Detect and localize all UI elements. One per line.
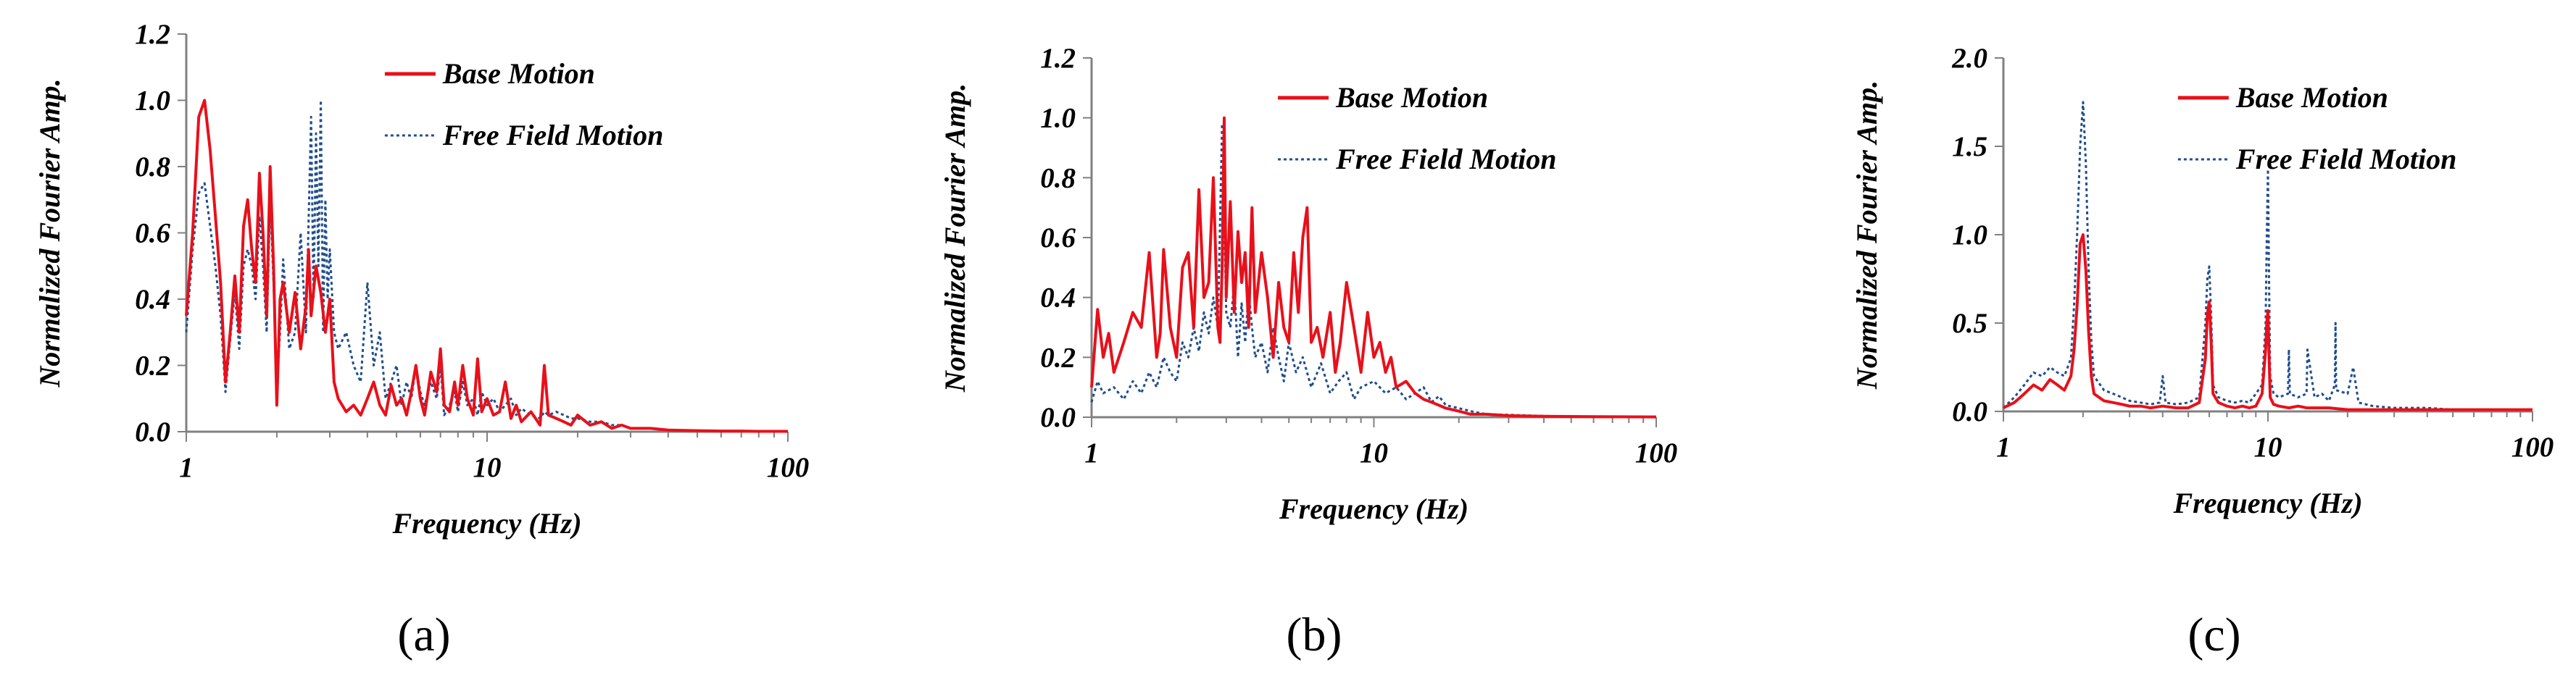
legend-label-base-motion: Base Motion: [2235, 81, 2388, 114]
legend-label-base-motion: Base Motion: [442, 57, 595, 90]
y-axis-title: Normalized Fourier Amp.: [939, 83, 971, 393]
y-tick-label: 2.0: [1951, 43, 1987, 74]
y-tick-label: 1.0: [1040, 103, 1076, 134]
series-line-free-field-motion: [1090, 122, 1657, 419]
chart-panel-b: 0.0 0.2 0.4 0.6 0.8 1.0 1.2 1 10 100 Frequency (Hz…: [939, 43, 1677, 661]
series-line-base-motion: [185, 99, 788, 433]
legend-label-base-motion: Base Motion: [1335, 81, 1488, 114]
x-axis-title: Frequency (Hz): [2172, 487, 2362, 519]
y-tick-label: 0.2: [135, 351, 170, 382]
x-tick-label: 10: [1360, 437, 1388, 469]
x-tick-label: 100: [2511, 432, 2554, 463]
y-tick-label: 1.0: [1952, 219, 1987, 251]
x-tick-label: 1: [1084, 437, 1099, 469]
panel-label: (b): [1287, 608, 1342, 661]
y-tick-label: 1.0: [135, 85, 170, 117]
y-tick-label: 0.2: [1040, 342, 1076, 373]
y-tick-label: 0.6: [1040, 222, 1076, 254]
x-tick-label: 10: [473, 452, 502, 483]
series-line-free-field-motion: [185, 99, 788, 432]
panel-label: (a): [397, 608, 450, 661]
y-tick-label: 0.0: [1040, 402, 1076, 433]
y-tick-label: 1.2: [135, 19, 170, 50]
y-tick-label: 0.4: [1040, 282, 1076, 314]
chart-panel-a: 0.0 0.2 0.4 0.6 0.8 1.0 1.2 1 10 100 Frequency (Hz…: [33, 19, 809, 661]
series-line-base-motion: [2003, 233, 2533, 411]
x-tick-label: 1: [179, 452, 194, 483]
legend-label-free-field-motion: Free Field Motion: [2235, 143, 2456, 175]
x-tick-label: 100: [1635, 437, 1678, 469]
y-tick-label: 1.5: [1952, 131, 1987, 162]
legend-label-free-field-motion: Free Field Motion: [1335, 143, 1556, 175]
legend-label-free-field-motion: Free Field Motion: [442, 119, 663, 151]
chart-panel-c: 0.0 0.5 1.0 1.5 2.0 1 10 100 Frequency (Hz) Norma…: [1850, 43, 2554, 661]
y-tick-label: 0.8: [1040, 162, 1076, 193]
panel-label: (c): [2187, 608, 2240, 661]
y-axis-title: Normalized Fourier Amp.: [33, 78, 66, 388]
y-tick-label: 0.0: [1952, 396, 1987, 427]
series-line-base-motion: [1090, 116, 1657, 419]
y-tick-label: 0.4: [135, 284, 170, 315]
x-tick-label: 100: [767, 452, 810, 483]
y-axis-title: Normalized Fourier Amp.: [1850, 80, 1883, 390]
y-tick-label: 0.5: [1952, 308, 1987, 339]
series-line-free-field-motion: [2002, 101, 2533, 411]
y-tick-label: 0.8: [135, 151, 170, 183]
x-axis-title: Frequency (Hz): [391, 507, 581, 540]
x-axis-title: Frequency (Hz): [1279, 493, 1468, 525]
x-tick-label: 1: [1996, 432, 2011, 463]
x-tick-label: 10: [2254, 432, 2282, 463]
y-tick-label: 1.2: [1040, 43, 1076, 74]
y-tick-label: 0.0: [135, 416, 170, 448]
y-tick-label: 0.6: [135, 218, 170, 249]
